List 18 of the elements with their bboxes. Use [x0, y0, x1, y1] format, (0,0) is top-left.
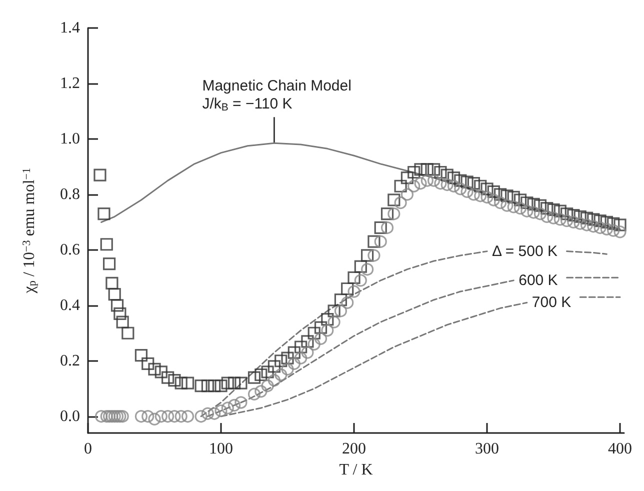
x-tick-label: 300: [475, 440, 500, 458]
y-tick-label: 0.8: [60, 186, 80, 203]
y-tick-label: 0.4: [60, 296, 80, 314]
annotation: Δ = 500 K: [492, 242, 558, 260]
y-tick-label: 1.2: [60, 74, 80, 92]
x-tick-label: 200: [342, 440, 366, 458]
y-axis-title: χp / 10−3 emu mol−1: [20, 168, 38, 294]
y-tick-label: 1.4: [60, 20, 80, 36]
annotation: 700 K: [532, 294, 572, 312]
x-tick-label: 0: [84, 440, 92, 458]
annotation: 600 K: [518, 272, 558, 289]
y-tick-label: 1.0: [60, 130, 80, 148]
y-tick-label: 0.0: [60, 408, 80, 425]
x-tick-label: 100: [209, 440, 234, 458]
x-axis-title: T / K: [339, 461, 374, 478]
y-tick-label: 0.6: [60, 241, 80, 258]
x-tick-label: 400: [608, 440, 632, 458]
y-tick-label: 0.2: [60, 352, 80, 370]
